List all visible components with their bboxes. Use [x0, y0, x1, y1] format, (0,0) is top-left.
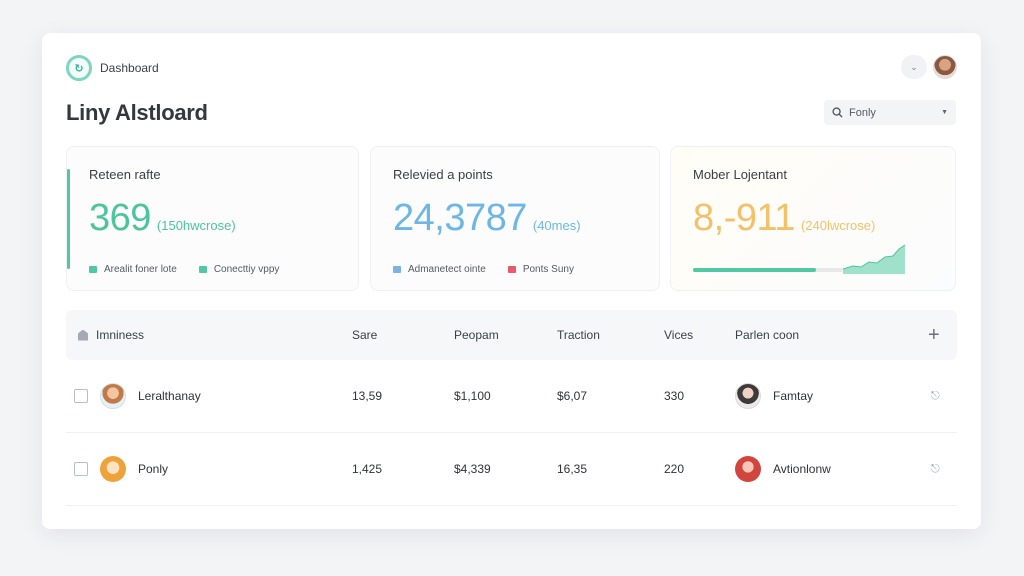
cell-traction: 16,35	[557, 462, 588, 476]
legend-label: Conecttiy vppy	[213, 264, 280, 275]
stat-value-row: 8,-911 (240lwcrose)	[693, 197, 875, 240]
partner-name: Avtionlonw	[773, 462, 831, 476]
column-header-label: Peopam	[454, 328, 499, 342]
plus-icon: +	[928, 323, 940, 346]
name-cell: Ponly	[100, 433, 168, 505]
stat-value-row: 24,3787 (40mes)	[393, 197, 581, 240]
partner-cell: Avtionlonw	[735, 433, 831, 505]
row-action[interactable]: ⎋	[931, 360, 940, 432]
avatar	[100, 383, 126, 409]
logo-icon: ↻	[66, 55, 92, 81]
legend-item: Admanetect ointe	[393, 264, 486, 275]
checkbox[interactable]	[74, 389, 88, 403]
stat-sub: (240lwcrose)	[800, 218, 876, 233]
stat-legend: Arealit foner lote Conecttiy vppy	[89, 264, 279, 275]
mic-icon: ⎋	[931, 389, 940, 402]
user-avatar[interactable]	[933, 55, 957, 79]
mic-icon: ⎋	[931, 462, 940, 475]
legend-swatch	[198, 266, 207, 273]
legend-item: Conecttiy vppy	[198, 264, 280, 275]
row-name: Leralthanay	[138, 389, 201, 403]
legend-swatch	[89, 266, 97, 273]
legend-swatch	[393, 266, 401, 273]
table-header: Imniness Sare Peopam Traction Vices Parl…	[66, 310, 957, 360]
top-bar: ↻ Dashboard ⌄	[66, 55, 957, 81]
name-cell: Leralthanay	[100, 360, 201, 432]
cell-peopam: $4,339	[454, 462, 491, 476]
cell-vices: 330	[664, 389, 685, 403]
progress-fill	[693, 268, 816, 272]
dashboard-card: ↻ Dashboard ⌄ Liny Alstloard Fonly ▼ Ret…	[42, 33, 981, 529]
progress-bar	[693, 268, 843, 272]
column-header[interactable]: Imniness	[78, 310, 144, 360]
sparkline-line	[843, 244, 905, 270]
column-header[interactable]: Vices	[664, 310, 693, 360]
caret-down-icon: ▼	[941, 109, 948, 116]
legend-label: Ponts Suny	[522, 264, 574, 275]
avatar	[735, 383, 761, 409]
column-header[interactable]: Peopam	[454, 310, 499, 360]
stat-card-member: Mober Lojentant 8,-911 (240lwcrose)	[670, 146, 956, 291]
stat-value: 8,-911	[693, 197, 795, 239]
filter-select[interactable]: Fonly ▼	[824, 100, 956, 125]
home-icon	[78, 329, 88, 341]
row-name: Ponly	[138, 462, 169, 476]
stat-label: Reteen rafte	[89, 167, 161, 182]
stat-sub: (150hwcrose)	[156, 218, 236, 233]
table-row[interactable]: Ponly 1,425 $4,339 16,35 220 Avtionlonw …	[66, 433, 957, 506]
partner-cell: Famtay	[735, 360, 813, 432]
accent-bar	[67, 169, 70, 269]
column-header-label: Sare	[352, 328, 378, 342]
column-header[interactable]: Parlen coon	[735, 310, 799, 360]
column-header-label: Imniness	[96, 328, 145, 342]
stat-legend: Admanetect ointe Ponts Suny	[393, 264, 574, 275]
cell-sare: 13,59	[352, 389, 383, 403]
row-checkbox[interactable]	[74, 433, 88, 505]
legend-swatch	[507, 266, 516, 273]
sparkline-area	[843, 245, 905, 274]
legend-item: Arealit foner lote	[89, 264, 177, 275]
row-checkbox[interactable]	[74, 360, 88, 432]
checkbox[interactable]	[74, 462, 88, 476]
cell-sare: 1,425	[352, 462, 383, 476]
add-column-button[interactable]: +	[928, 310, 940, 360]
column-header[interactable]: Sare	[352, 310, 377, 360]
stat-value: 24,3787	[393, 197, 527, 239]
top-actions: ⌄	[901, 55, 957, 79]
row-action[interactable]: ⎋	[931, 433, 940, 505]
chevron-down-icon[interactable]: ⌄	[901, 55, 927, 79]
stat-sub: (40mes)	[532, 218, 581, 233]
stat-value: 369	[89, 197, 151, 239]
legend-item: Ponts Suny	[507, 264, 574, 275]
filter-value: Fonly	[849, 106, 876, 119]
stat-value-row: 369 (150hwcrose)	[89, 197, 236, 240]
stat-label: Mober Lojentant	[693, 167, 787, 182]
data-table: Imniness Sare Peopam Traction Vices Parl…	[66, 310, 957, 506]
table-row[interactable]: Leralthanay 13,59 $1,100 $6,07 330 Famta…	[66, 360, 957, 433]
column-header-label: Traction	[557, 328, 600, 342]
page-title: Liny Alstloard	[66, 100, 208, 125]
column-header[interactable]: Traction	[557, 310, 600, 360]
partner-name: Famtay	[773, 389, 814, 403]
brand-label: Dashboard	[100, 61, 159, 75]
stat-label: Relevied a points	[393, 167, 493, 182]
avatar	[100, 456, 126, 482]
legend-label: Arealit foner lote	[104, 264, 177, 275]
avatar	[735, 456, 761, 482]
legend-label: Admanetect ointe	[408, 264, 486, 275]
cell-traction: $6,07	[557, 389, 588, 403]
column-header-label: Parlen coon	[735, 328, 800, 342]
sparkline	[843, 244, 905, 274]
cell-peopam: $1,100	[454, 389, 491, 403]
brand[interactable]: ↻ Dashboard	[66, 55, 159, 81]
search-icon	[832, 107, 843, 118]
stat-card-points: Relevied a points 24,3787 (40mes) Admane…	[370, 146, 660, 291]
cell-vices: 220	[664, 462, 685, 476]
column-header-label: Vices	[664, 328, 694, 342]
stat-card-retention: Reteen rafte 369 (150hwcrose) Arealit fo…	[66, 146, 359, 291]
